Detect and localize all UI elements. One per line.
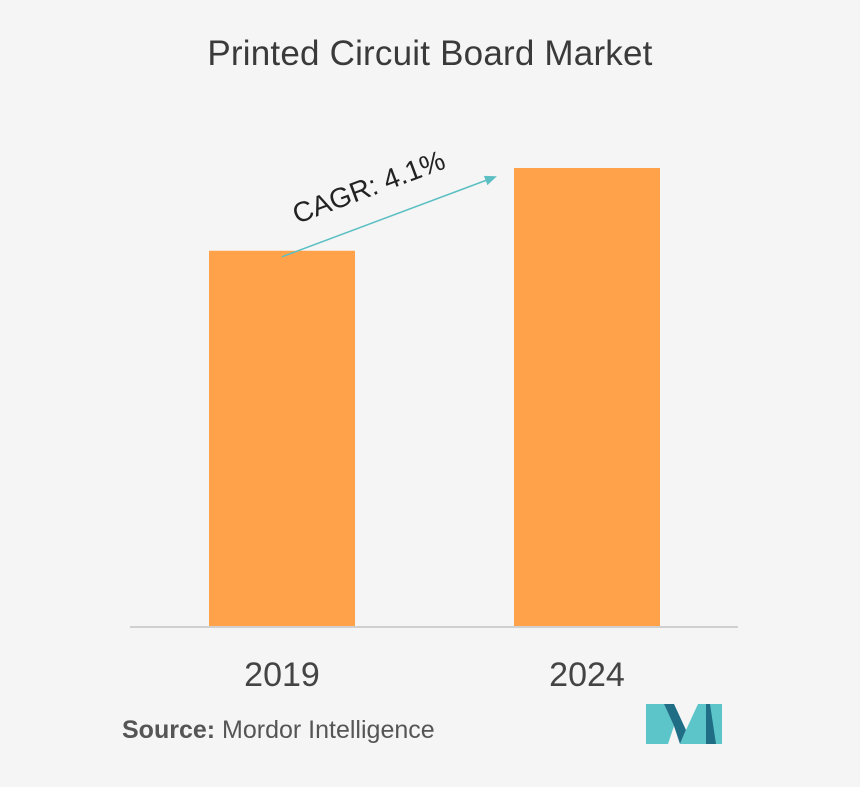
bar-2019 [209, 250, 355, 627]
source-text: Mordor Intelligence [222, 716, 435, 744]
chart-title: Printed Circuit Board Market [207, 34, 653, 73]
x-tick-label-2024: 2024 [549, 656, 625, 694]
x-tick-label-2019: 2019 [244, 656, 320, 694]
ticks-layer: 2019 2024 [244, 656, 625, 694]
mordor-intelligence-logo-icon [646, 704, 722, 744]
bars-layer [209, 168, 660, 627]
bar-2024 [514, 168, 660, 627]
source-label: Source: [122, 716, 216, 744]
cagr-annotation: CAGR: 4.1% [288, 144, 449, 229]
cagr-arrow [281, 175, 497, 258]
source-note: Source: Mordor Intelligence [122, 716, 435, 745]
